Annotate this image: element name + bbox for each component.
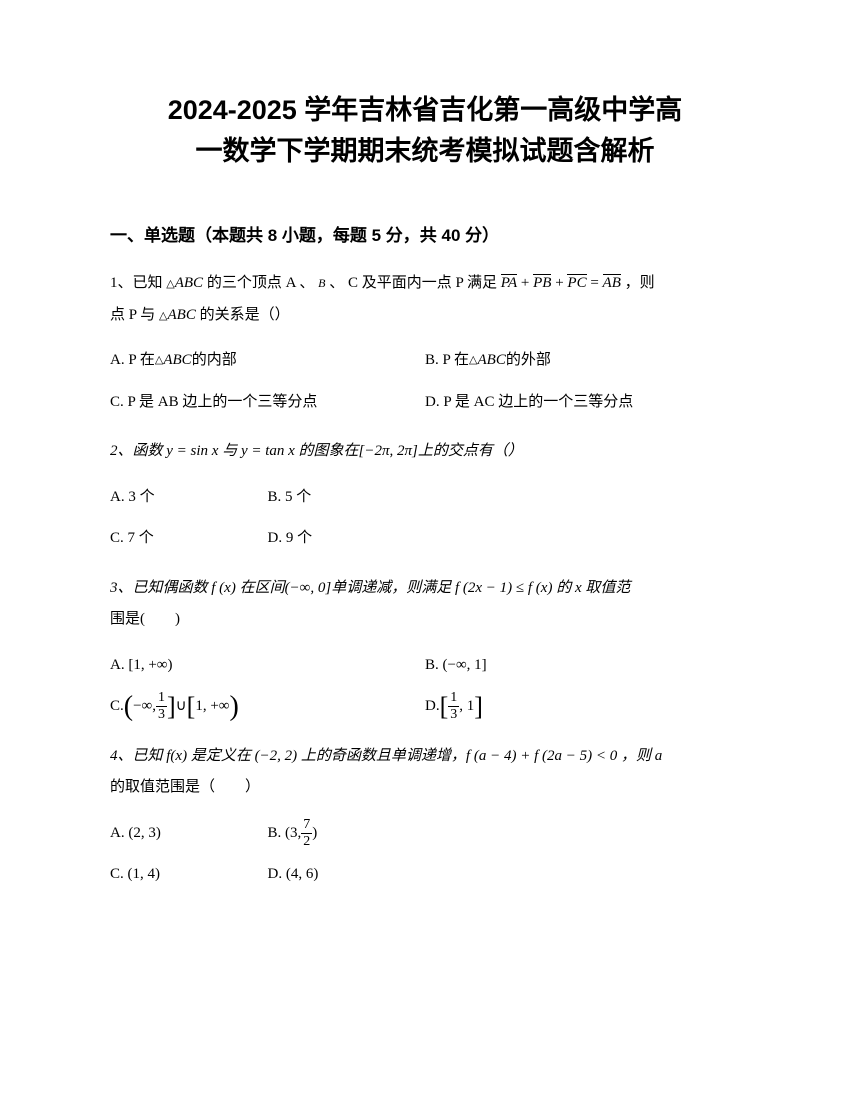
text: 的取值范围是（ ） bbox=[110, 779, 260, 795]
text: 1、已知 bbox=[110, 275, 163, 291]
option-c: C. 7 个 bbox=[110, 523, 268, 555]
options-row: A. 3 个 B. 5 个 bbox=[110, 482, 740, 514]
option-c: C. P 是 AB 边上的一个三等分点 bbox=[110, 387, 425, 419]
question-stem: 4、已知 f(x) 是定义在 (−2, 2) 上的奇函数且单调递增，f (a −… bbox=[110, 741, 740, 804]
option-d: D. [ 13, 1 ] bbox=[425, 691, 740, 723]
options-row: A. P 在 △ABC 的内部 B. P 在 △ABC 的外部 bbox=[110, 345, 740, 377]
text: ) bbox=[312, 818, 317, 850]
option-c: C. (1, 4) bbox=[110, 859, 268, 891]
option-b: B. 5 个 bbox=[268, 482, 426, 514]
triangle-icon: △ bbox=[159, 310, 167, 322]
text: 、 C 及平面内一点 P 满足 bbox=[329, 275, 501, 291]
options-row: A. [1, +∞) B. (−∞, 1] bbox=[110, 650, 740, 682]
options-row: C. P 是 AB 边上的一个三等分点 D. P 是 AC 边上的一个三等分点 bbox=[110, 387, 740, 419]
question-stem: 3、已知偶函数 f (x) 在区间(−∞, 0]单调递减，则满足 f (2x −… bbox=[110, 573, 740, 636]
options-row: C. (−∞, 13 ] ∪ [1, +∞) D. [ 13, 1 ] bbox=[110, 691, 740, 723]
title-line-1: 2024-2025 学年吉林省吉化第一高级中学高 bbox=[110, 90, 740, 131]
option-b: B. (−∞, 1] bbox=[425, 650, 740, 682]
text: B. P 在 bbox=[425, 345, 469, 377]
option-b: B. (3, 72 ) bbox=[268, 818, 426, 850]
option-d: D. (4, 6) bbox=[268, 859, 426, 891]
text: C. bbox=[110, 691, 124, 723]
option-d: D. P 是 AC 边上的一个三等分点 bbox=[425, 387, 740, 419]
triangle-icon: △ bbox=[166, 278, 174, 290]
question-3: 3、已知偶函数 f (x) 在区间(−∞, 0]单调递减，则满足 f (2x −… bbox=[110, 573, 740, 723]
question-stem: 2、函数 y = sin x 与 y = tan x 的图象在[−2π, 2π]… bbox=[110, 436, 740, 468]
text: B bbox=[318, 276, 325, 290]
section-header: 一、单选题（本题共 8 小题，每题 5 分，共 40 分） bbox=[110, 221, 740, 246]
option-c: C. (−∞, 13 ] ∪ [1, +∞) bbox=[110, 691, 425, 723]
text: 点 P 与 bbox=[110, 307, 159, 323]
text: 的内部 bbox=[192, 345, 237, 377]
text: 的三个顶点 A 、 bbox=[207, 275, 315, 291]
title-line-2: 一数学下学期期末统考模拟试题含解析 bbox=[110, 131, 740, 172]
text: 4、已知 f(x) 是定义在 (−2, 2) 上的奇函数且单调递增，f (a −… bbox=[110, 748, 662, 764]
question-stem: 1、已知 △ABC 的三个顶点 A 、 B 、 C 及平面内一点 P 满足 PA… bbox=[110, 268, 740, 331]
question-2: 2、函数 y = sin x 与 y = tan x 的图象在[−2π, 2π]… bbox=[110, 436, 740, 555]
text: 的外部 bbox=[506, 345, 551, 377]
vector-pa: PA bbox=[501, 274, 517, 291]
text: 围是( ) bbox=[110, 611, 180, 627]
fraction: 72 bbox=[301, 818, 312, 849]
option-b: B. P 在 △ABC 的外部 bbox=[425, 345, 740, 377]
option-a: A. 3 个 bbox=[110, 482, 268, 514]
text: D. bbox=[425, 691, 440, 723]
text: B. (3, bbox=[268, 818, 302, 850]
question-1: 1、已知 △ABC 的三个顶点 A 、 B 、 C 及平面内一点 P 满足 PA… bbox=[110, 268, 740, 418]
text: 3、已知偶函数 f (x) 在区间(−∞, 0]单调递减，则满足 f (2x −… bbox=[110, 580, 630, 596]
text: ∪ bbox=[176, 691, 187, 723]
option-a: A. (2, 3) bbox=[110, 818, 268, 850]
option-a: A. [1, +∞) bbox=[110, 650, 425, 682]
options-row: C. (1, 4) D. (4, 6) bbox=[110, 859, 740, 891]
vector-pb: PB bbox=[533, 274, 551, 291]
vector-pc: PC bbox=[567, 274, 586, 291]
text: ，则 bbox=[625, 275, 655, 291]
text: A. P 在 bbox=[110, 345, 155, 377]
fraction: 13 bbox=[156, 691, 167, 722]
options-row: C. 7 个 D. 9 个 bbox=[110, 523, 740, 555]
question-4: 4、已知 f(x) 是定义在 (−2, 2) 上的奇函数且单调递增，f (a −… bbox=[110, 741, 740, 891]
text: 的关系是（） bbox=[200, 307, 290, 323]
text: 2、函数 y = sin x 与 y = tan x 的图象在[−2π, 2π]… bbox=[110, 443, 523, 459]
text: ABC bbox=[478, 345, 506, 377]
exam-title: 2024-2025 学年吉林省吉化第一高级中学高 一数学下学期期末统考模拟试题含… bbox=[110, 90, 740, 171]
text: ABC bbox=[175, 275, 203, 291]
vector-ab: AB bbox=[603, 274, 621, 291]
option-a: A. P 在 △ABC 的内部 bbox=[110, 345, 425, 377]
text: ABC bbox=[168, 307, 196, 323]
triangle-icon: △ bbox=[469, 349, 477, 372]
options-row: A. (2, 3) B. (3, 72 ) bbox=[110, 818, 740, 850]
option-d: D. 9 个 bbox=[268, 523, 426, 555]
text: ABC bbox=[163, 345, 191, 377]
fraction: 13 bbox=[448, 691, 459, 722]
